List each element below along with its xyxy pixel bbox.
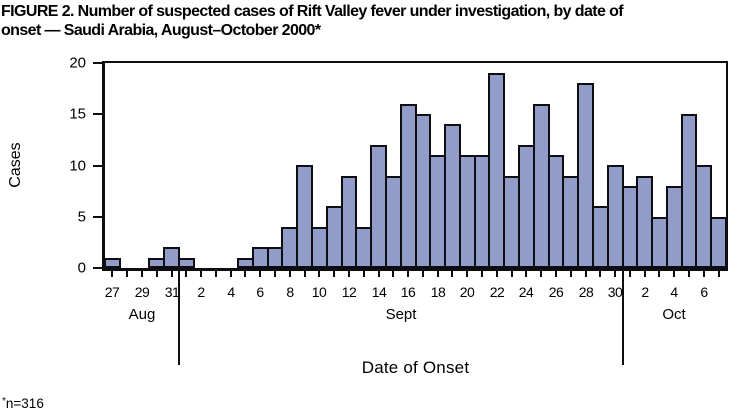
x-axis-tick	[304, 271, 306, 277]
x-axis-tick	[585, 271, 587, 277]
x-axis-tick-label: 10	[311, 284, 327, 300]
figure-title: FIGURE 2. Number of suspected cases of R…	[1, 2, 749, 40]
x-axis-title: Date of Onset	[361, 358, 470, 377]
x-axis-tick	[629, 271, 631, 277]
x-axis-tick-label: 26	[548, 284, 564, 300]
x-axis-tick-label: 12	[341, 284, 357, 300]
histogram-bar	[695, 165, 712, 268]
x-axis-tick	[718, 271, 720, 277]
histogram-bar	[296, 165, 313, 268]
month-label: Oct	[662, 306, 686, 323]
x-axis-tick	[481, 271, 483, 277]
figure-title-line-2: onset — Saudi Arabia, August–October 200…	[1, 22, 321, 39]
x-axis-tick	[466, 271, 468, 277]
x-axis-tick	[422, 271, 424, 277]
x-axis-tick-label: 8	[286, 284, 294, 300]
month-label: Sept	[385, 306, 417, 323]
x-axis-tick	[540, 271, 542, 277]
x-axis-tick-label: 6	[256, 284, 264, 300]
x-axis-tick-label: 16	[400, 284, 416, 300]
x-axis-tick-label: 4	[670, 284, 678, 300]
x-axis-tick	[244, 271, 246, 277]
y-axis-tick	[93, 113, 102, 115]
x-axis-tick	[318, 271, 320, 277]
x-axis-tick	[511, 271, 513, 277]
x-axis-tick-label: 24	[518, 284, 534, 300]
x-axis-tick-label: 31	[164, 284, 180, 300]
y-axis-tick	[93, 267, 102, 269]
x-axis-tick	[289, 271, 291, 277]
y-axis-tick-label: 10	[69, 157, 86, 175]
x-axis-tick	[111, 271, 113, 277]
x-axis-tick	[688, 271, 690, 277]
histogram-bar	[577, 83, 594, 268]
x-axis-tick	[599, 271, 601, 277]
x-axis-tick	[348, 271, 350, 277]
x-axis-tick	[141, 271, 143, 277]
x-axis-tick	[496, 271, 498, 277]
x-axis-tick-label: 27	[104, 284, 120, 300]
x-axis-tick-label: 20	[459, 284, 475, 300]
x-axis-tick-label: 28	[578, 284, 594, 300]
y-axis-tick-label: 5	[77, 208, 86, 226]
x-axis-tick-label: 29	[134, 284, 150, 300]
histogram-bar	[163, 247, 180, 268]
x-axis-tick	[570, 271, 572, 277]
x-axis-tick	[230, 271, 232, 277]
histogram-bar	[178, 258, 195, 268]
y-axis-tick-label: 0	[77, 259, 86, 277]
x-axis-tick	[200, 271, 202, 277]
histogram-bar	[710, 217, 727, 268]
x-axis-tick-label: 2	[197, 284, 205, 300]
x-axis-tick	[658, 271, 660, 277]
y-axis-tick	[93, 216, 102, 218]
x-axis-tick	[451, 271, 453, 277]
x-axis-tick	[126, 271, 128, 277]
x-axis-tick	[703, 271, 705, 277]
month-separator	[622, 268, 624, 365]
x-axis-tick	[644, 271, 646, 277]
x-axis-tick	[614, 271, 616, 277]
x-axis-tick-label: 22	[489, 284, 505, 300]
month-label: Aug	[128, 306, 156, 323]
x-axis-tick	[392, 271, 394, 277]
footnote-marker: *	[2, 396, 6, 407]
figure-title-line-1: FIGURE 2. Number of suspected cases of R…	[1, 3, 624, 20]
x-axis-tick	[525, 271, 527, 277]
y-axis-tick	[93, 165, 102, 167]
x-axis-tick-label: 30	[607, 284, 623, 300]
x-axis-tick	[156, 271, 158, 277]
x-axis-tick-label: 2	[641, 284, 649, 300]
y-axis-tick	[93, 62, 102, 64]
x-axis-tick	[437, 271, 439, 277]
x-axis-tick	[215, 271, 217, 277]
histogram-bar	[104, 258, 121, 268]
x-axis-tick	[333, 271, 335, 277]
x-axis-tick	[185, 271, 187, 277]
month-separator	[178, 268, 180, 365]
x-axis-tick-label: 14	[371, 284, 387, 300]
y-axis-title: Cases	[7, 142, 24, 188]
x-axis-tick	[407, 271, 409, 277]
footnote-text: n=316	[5, 396, 44, 411]
y-axis-tick-label: 20	[69, 54, 86, 72]
x-axis-tick	[363, 271, 365, 277]
x-axis-tick	[378, 271, 380, 277]
histogram-bar	[341, 176, 357, 268]
x-axis-tick-label: 6	[700, 284, 708, 300]
x-axis-tick	[259, 271, 261, 277]
x-axis-tick	[673, 271, 675, 277]
x-axis-tick-label: 18	[430, 284, 446, 300]
x-axis-tick	[171, 271, 173, 277]
x-axis-tick	[274, 271, 276, 277]
x-axis-tick-label: 4	[227, 284, 235, 300]
y-axis-tick-label: 15	[69, 105, 86, 123]
histogram-bar	[488, 73, 505, 268]
footnote: *n=316	[2, 396, 44, 411]
x-axis-tick	[555, 271, 557, 277]
